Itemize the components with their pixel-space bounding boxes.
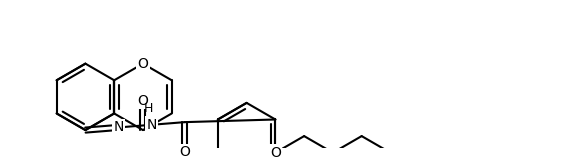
Text: N: N — [147, 118, 157, 132]
Text: N: N — [114, 120, 124, 134]
Text: H: H — [143, 102, 153, 115]
Text: O: O — [179, 145, 190, 158]
Text: O: O — [270, 146, 281, 158]
Text: O: O — [138, 94, 148, 108]
Text: O: O — [138, 57, 148, 71]
